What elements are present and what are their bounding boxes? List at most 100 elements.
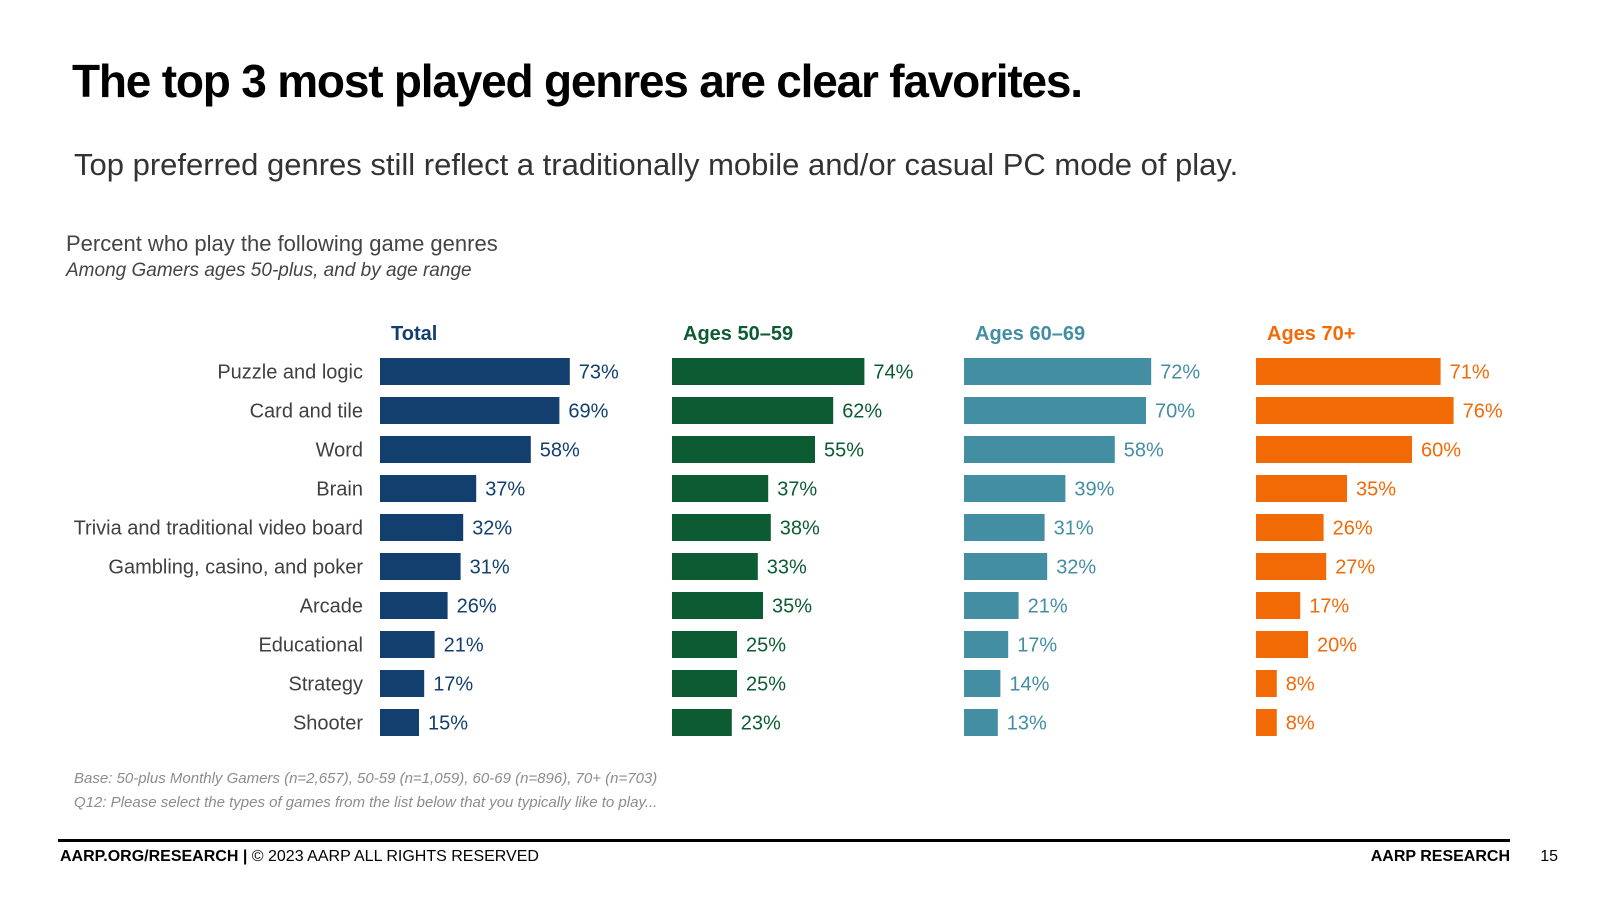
bar-total-strategy [380, 670, 425, 697]
value-label-ages-70-word: 60% [1421, 440, 1461, 462]
bar-total-gambling-casino-and-poker [380, 553, 461, 580]
bar-total-trivia-and-traditional-video-board [380, 514, 464, 541]
value-label-ages-50-59-card-and-tile: 62% [842, 401, 882, 423]
slide-subtitle: Top preferred genres still reflect a tra… [74, 147, 1239, 182]
category-label-shooter: Shooter [293, 713, 363, 735]
bar-ages-60-69-puzzle-and-logic [964, 358, 1152, 385]
bar-ages-50-59-word [672, 436, 815, 463]
bar-total-educational [380, 631, 435, 658]
bar-total-arcade [380, 592, 448, 619]
value-label-ages-70-brain: 35% [1356, 479, 1396, 501]
bar-total-brain [380, 475, 477, 502]
category-label-gambling-casino-and-poker: Gambling, casino, and poker [108, 557, 363, 579]
bar-total-card-and-tile [380, 397, 560, 424]
bar-ages-50-59-shooter [672, 709, 732, 736]
value-label-total-word: 58% [540, 440, 580, 462]
value-label-ages-50-59-trivia-and-traditional-video-board: 38% [780, 518, 820, 540]
category-label-card-and-tile: Card and tile [250, 401, 363, 423]
bar-total-puzzle-and-logic [380, 358, 570, 385]
bar-ages-70-card-and-tile [1256, 397, 1454, 424]
value-label-ages-50-59-word: 55% [824, 440, 864, 462]
value-label-ages-70-strategy: 8% [1286, 674, 1315, 696]
footer-site-link[interactable]: AARP.ORG/RESEARCH | [60, 848, 248, 865]
bar-total-shooter [380, 709, 419, 736]
page-number: 15 [1540, 848, 1558, 865]
value-label-ages-60-69-word: 58% [1124, 440, 1164, 462]
value-label-ages-60-69-trivia-and-traditional-video-board: 31% [1054, 518, 1094, 540]
slide-title: The top 3 most played genres are clear f… [72, 55, 1083, 107]
bar-ages-60-69-shooter [964, 709, 998, 736]
bar-ages-70-brain [1256, 475, 1347, 502]
category-label-educational: Educational [258, 635, 363, 657]
series-header-total: Total [391, 323, 437, 345]
bar-ages-50-59-strategy [672, 670, 737, 697]
bar-ages-50-59-trivia-and-traditional-video-board [672, 514, 771, 541]
value-label-ages-60-69-puzzle-and-logic: 72% [1160, 362, 1200, 384]
footer-copyright: AARP.ORG/RESEARCH | © 2023 AARP ALL RIGH… [60, 848, 539, 866]
footer-brand: AARP RESEARCH [1370, 848, 1510, 865]
value-label-total-puzzle-and-logic: 73% [579, 362, 619, 384]
bar-total-word [380, 436, 531, 463]
chart-title: Percent who play the following game genr… [66, 231, 498, 256]
value-label-total-card-and-tile: 69% [568, 401, 608, 423]
bar-ages-60-69-arcade [964, 592, 1019, 619]
value-label-ages-70-card-and-tile: 76% [1463, 401, 1503, 423]
value-label-ages-70-arcade: 17% [1309, 596, 1349, 618]
value-label-ages-50-59-arcade: 35% [772, 596, 812, 618]
value-label-ages-50-59-shooter: 23% [741, 713, 781, 735]
bar-ages-60-69-gambling-casino-and-poker [964, 553, 1048, 580]
bar-ages-50-59-educational [672, 631, 737, 658]
bar-ages-70-trivia-and-traditional-video-board [1256, 514, 1324, 541]
footnote-base: Base: 50-plus Monthly Gamers (n=2,657), … [74, 770, 658, 787]
value-label-ages-60-69-educational: 17% [1017, 635, 1057, 657]
value-label-ages-60-69-strategy: 14% [1009, 674, 1049, 696]
value-label-ages-60-69-arcade: 21% [1028, 596, 1068, 618]
bar-ages-70-shooter [1256, 709, 1277, 736]
chart-subtitle: Among Gamers ages 50-plus, and by age ra… [66, 260, 472, 281]
category-label-puzzle-and-logic: Puzzle and logic [217, 362, 363, 384]
category-label-arcade: Arcade [300, 596, 363, 618]
bar-ages-50-59-puzzle-and-logic [672, 358, 865, 385]
value-label-ages-60-69-brain: 39% [1074, 479, 1114, 501]
bar-ages-70-strategy [1256, 670, 1277, 697]
bar-ages-70-word [1256, 436, 1412, 463]
value-label-ages-50-59-puzzle-and-logic: 74% [873, 362, 913, 384]
value-label-ages-50-59-strategy: 25% [746, 674, 786, 696]
value-label-total-gambling-casino-and-poker: 31% [470, 557, 510, 579]
value-label-total-arcade: 26% [457, 596, 497, 618]
value-label-ages-50-59-gambling-casino-and-poker: 33% [767, 557, 807, 579]
bar-ages-60-69-strategy [964, 670, 1001, 697]
bar-ages-60-69-brain [964, 475, 1066, 502]
bar-ages-60-69-trivia-and-traditional-video-board [964, 514, 1045, 541]
bar-ages-50-59-gambling-casino-and-poker [672, 553, 758, 580]
value-label-total-brain: 37% [485, 479, 525, 501]
category-label-strategy: Strategy [289, 674, 363, 696]
value-label-ages-70-gambling-casino-and-poker: 27% [1335, 557, 1375, 579]
bar-ages-70-educational [1256, 631, 1308, 658]
bar-ages-60-69-word [964, 436, 1115, 463]
value-label-ages-60-69-card-and-tile: 70% [1155, 401, 1195, 423]
value-label-ages-70-shooter: 8% [1286, 713, 1315, 735]
value-label-ages-50-59-educational: 25% [746, 635, 786, 657]
value-label-total-trivia-and-traditional-video-board: 32% [472, 518, 512, 540]
value-label-ages-60-69-gambling-casino-and-poker: 32% [1056, 557, 1096, 579]
bar-ages-70-puzzle-and-logic [1256, 358, 1441, 385]
value-label-ages-60-69-shooter: 13% [1007, 713, 1047, 735]
series-header-ages-60-69: Ages 60–69 [975, 323, 1085, 345]
bar-ages-70-arcade [1256, 592, 1301, 619]
value-label-total-strategy: 17% [433, 674, 473, 696]
series-header-ages-70: Ages 70+ [1267, 323, 1355, 345]
category-label-trivia-and-traditional-video-board: Trivia and traditional video board [74, 518, 363, 540]
value-label-ages-50-59-brain: 37% [777, 479, 817, 501]
series-header-ages-50-59: Ages 50–59 [683, 323, 793, 345]
bar-ages-50-59-brain [672, 475, 769, 502]
footnote-question: Q12: Please select the types of games fr… [74, 794, 658, 811]
category-label-word: Word [316, 440, 363, 462]
value-label-ages-70-trivia-and-traditional-video-board: 26% [1333, 518, 1373, 540]
bar-ages-60-69-card-and-tile [964, 397, 1146, 424]
category-label-brain: Brain [316, 479, 363, 501]
footer-divider [58, 839, 1510, 842]
footer-rights: © 2023 AARP ALL RIGHTS RESERVED [247, 848, 539, 865]
bar-ages-50-59-arcade [672, 592, 763, 619]
